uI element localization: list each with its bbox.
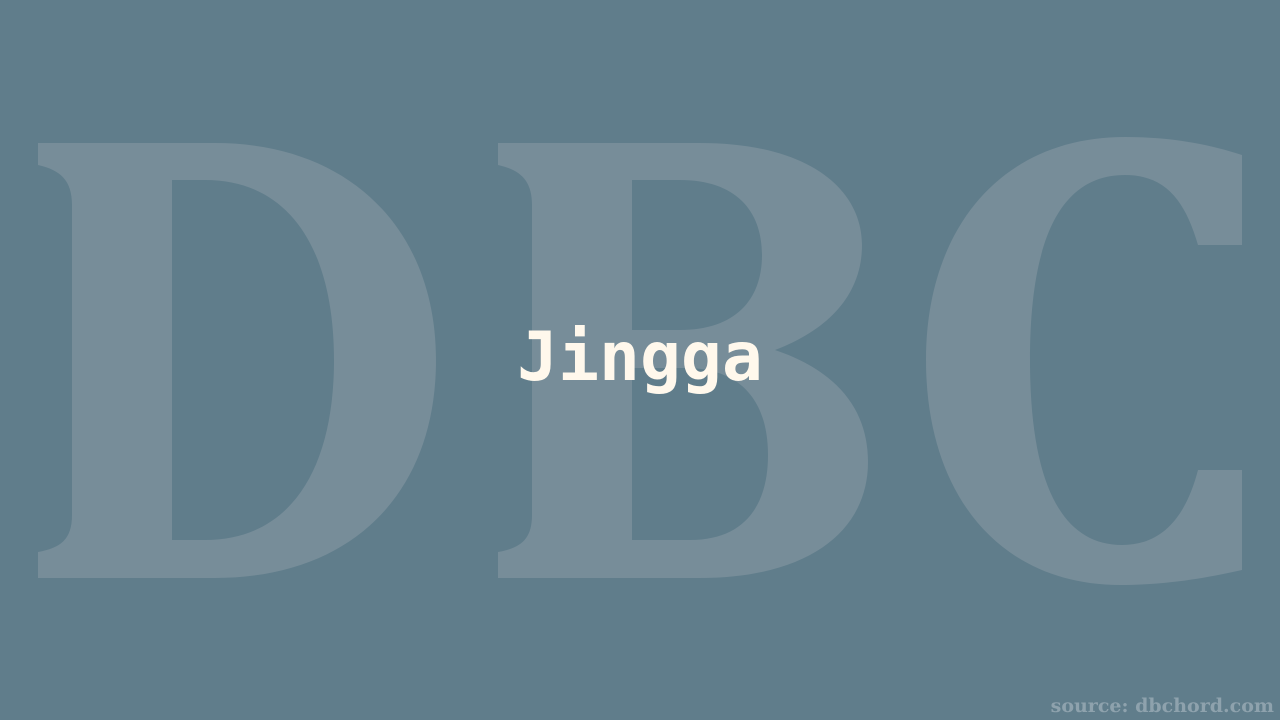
watermark-letter-c <box>926 137 1242 585</box>
watermark-letter-b <box>498 143 868 578</box>
source-credit: source: dbchord.com <box>1050 695 1274 717</box>
song-title: Jingga <box>517 318 763 397</box>
watermark-letter-d <box>38 143 436 578</box>
